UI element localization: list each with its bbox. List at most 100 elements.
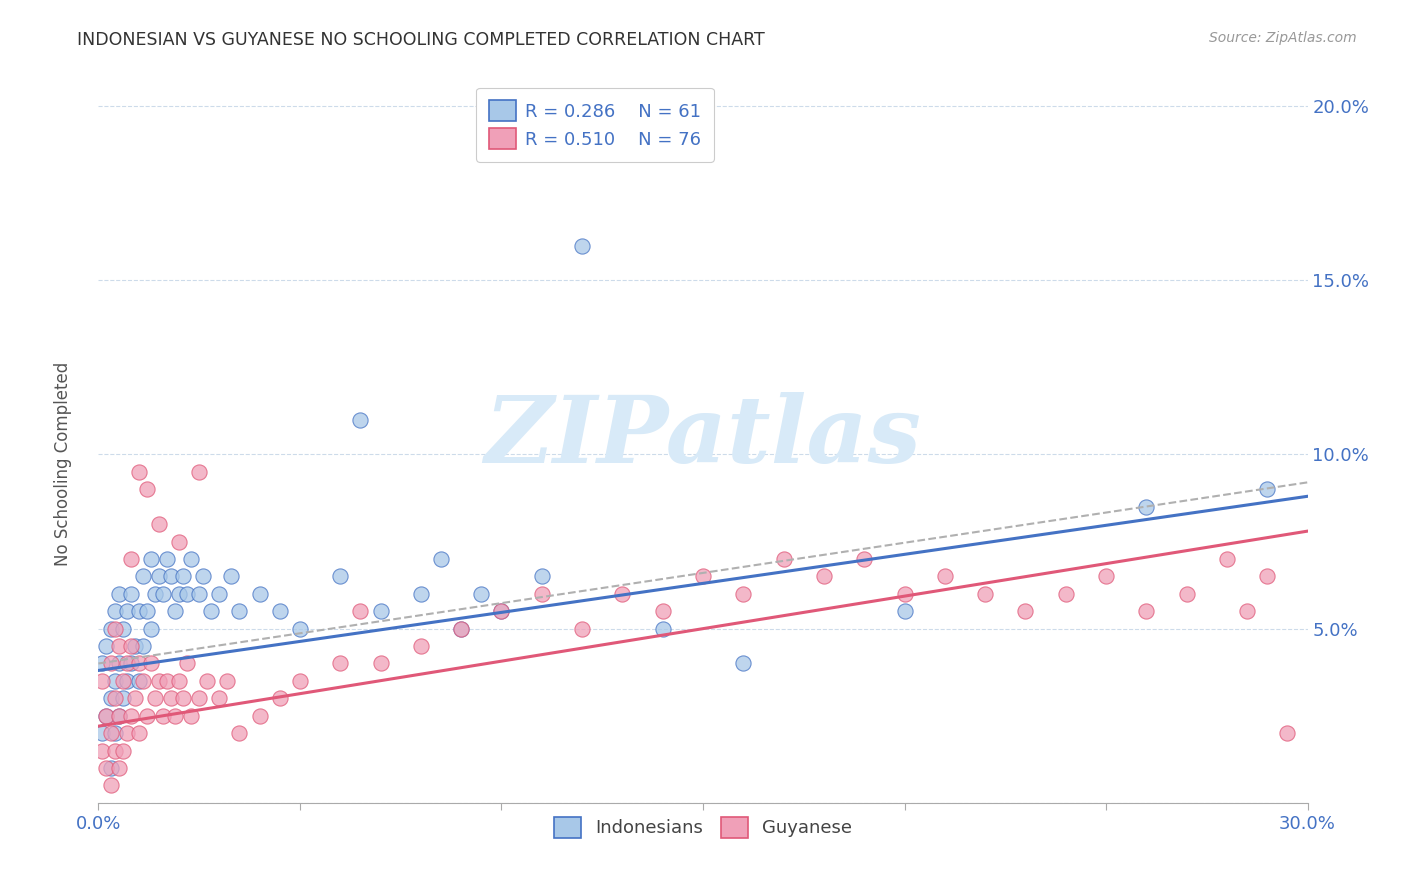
Point: [100, 657, 122, 671]
Point: [188, 691, 211, 706]
Point: [208, 691, 231, 706]
Point: [228, 604, 250, 618]
Point: [853, 552, 876, 566]
Point: [128, 604, 150, 618]
Point: [733, 657, 755, 671]
Point: [430, 552, 453, 566]
Point: [329, 657, 352, 671]
Point: [96, 639, 118, 653]
Point: [1277, 726, 1299, 740]
Point: [128, 465, 150, 479]
Point: [107, 657, 129, 671]
Point: [139, 622, 162, 636]
Point: [288, 673, 311, 688]
Point: [180, 552, 202, 566]
Point: [176, 657, 198, 671]
Point: [111, 691, 134, 706]
Point: [156, 552, 179, 566]
Point: [115, 673, 138, 688]
Point: [152, 587, 174, 601]
Point: [370, 604, 392, 618]
Point: [934, 569, 956, 583]
Point: [143, 691, 166, 706]
Point: [571, 622, 593, 636]
Point: [100, 622, 122, 636]
Point: [152, 708, 174, 723]
Point: [120, 552, 142, 566]
Point: [530, 587, 553, 601]
Point: [530, 569, 553, 583]
Point: [288, 622, 311, 636]
Point: [1256, 569, 1278, 583]
Text: ZIPatlas: ZIPatlas: [485, 392, 921, 482]
Point: [1135, 604, 1157, 618]
Point: [91, 726, 114, 740]
Point: [1216, 552, 1239, 566]
Point: [100, 761, 122, 775]
Point: [470, 587, 492, 601]
Point: [370, 657, 392, 671]
Point: [111, 673, 134, 688]
Point: [409, 587, 432, 601]
Point: [156, 673, 179, 688]
Point: [167, 534, 190, 549]
Point: [329, 569, 352, 583]
Point: [1135, 500, 1157, 514]
Point: [893, 587, 915, 601]
Text: INDONESIAN VS GUYANESE NO SCHOOLING COMPLETED CORRELATION CHART: INDONESIAN VS GUYANESE NO SCHOOLING COMP…: [77, 31, 765, 49]
Point: [115, 726, 138, 740]
Point: [167, 587, 190, 601]
Point: [139, 657, 162, 671]
Point: [249, 587, 271, 601]
Point: [132, 569, 155, 583]
Point: [124, 639, 146, 653]
Point: [135, 708, 157, 723]
Point: [128, 657, 150, 671]
Point: [120, 587, 142, 601]
Point: [103, 604, 125, 618]
Point: [269, 604, 291, 618]
Legend: Indonesians, Guyanese: Indonesians, Guyanese: [547, 810, 859, 845]
Point: [96, 708, 118, 723]
Point: [1095, 569, 1118, 583]
Point: [450, 622, 472, 636]
Point: [180, 708, 202, 723]
Point: [100, 778, 122, 792]
Point: [160, 691, 183, 706]
Point: [491, 604, 513, 618]
Point: [91, 657, 114, 671]
Point: [139, 552, 162, 566]
Point: [269, 691, 291, 706]
Point: [208, 587, 231, 601]
Point: [91, 673, 114, 688]
Point: [111, 743, 134, 757]
Point: [228, 726, 250, 740]
Point: [176, 587, 198, 601]
Point: [115, 604, 138, 618]
Point: [120, 657, 142, 671]
Point: [167, 673, 190, 688]
Point: [160, 569, 183, 583]
Point: [120, 639, 142, 653]
Point: [124, 691, 146, 706]
Point: [100, 691, 122, 706]
Point: [115, 657, 138, 671]
Point: [195, 673, 218, 688]
Point: [120, 708, 142, 723]
Point: [450, 622, 472, 636]
Point: [100, 726, 122, 740]
Point: [148, 517, 170, 532]
Point: [91, 743, 114, 757]
Point: [200, 604, 222, 618]
Point: [107, 761, 129, 775]
Point: [103, 743, 125, 757]
Text: No Schooling Completed: No Schooling Completed: [55, 362, 72, 566]
Point: [249, 708, 271, 723]
Point: [571, 238, 593, 252]
Point: [491, 604, 513, 618]
Point: [221, 569, 243, 583]
Point: [132, 639, 155, 653]
Point: [107, 587, 129, 601]
Point: [148, 673, 170, 688]
Point: [188, 465, 211, 479]
